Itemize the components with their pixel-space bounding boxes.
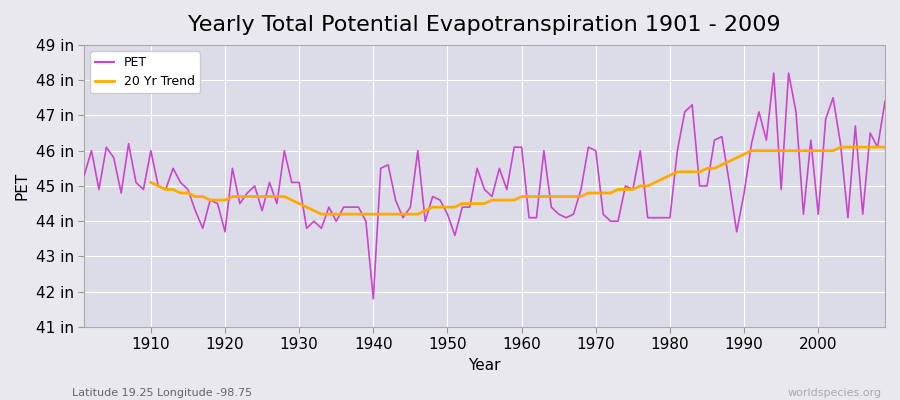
Legend: PET, 20 Yr Trend: PET, 20 Yr Trend [90, 51, 200, 93]
Y-axis label: PET: PET [15, 172, 30, 200]
Title: Yearly Total Potential Evapotranspiration 1901 - 2009: Yearly Total Potential Evapotranspiratio… [188, 15, 781, 35]
Text: worldspecies.org: worldspecies.org [788, 388, 882, 398]
Text: Latitude 19.25 Longitude -98.75: Latitude 19.25 Longitude -98.75 [72, 388, 252, 398]
X-axis label: Year: Year [468, 358, 500, 373]
